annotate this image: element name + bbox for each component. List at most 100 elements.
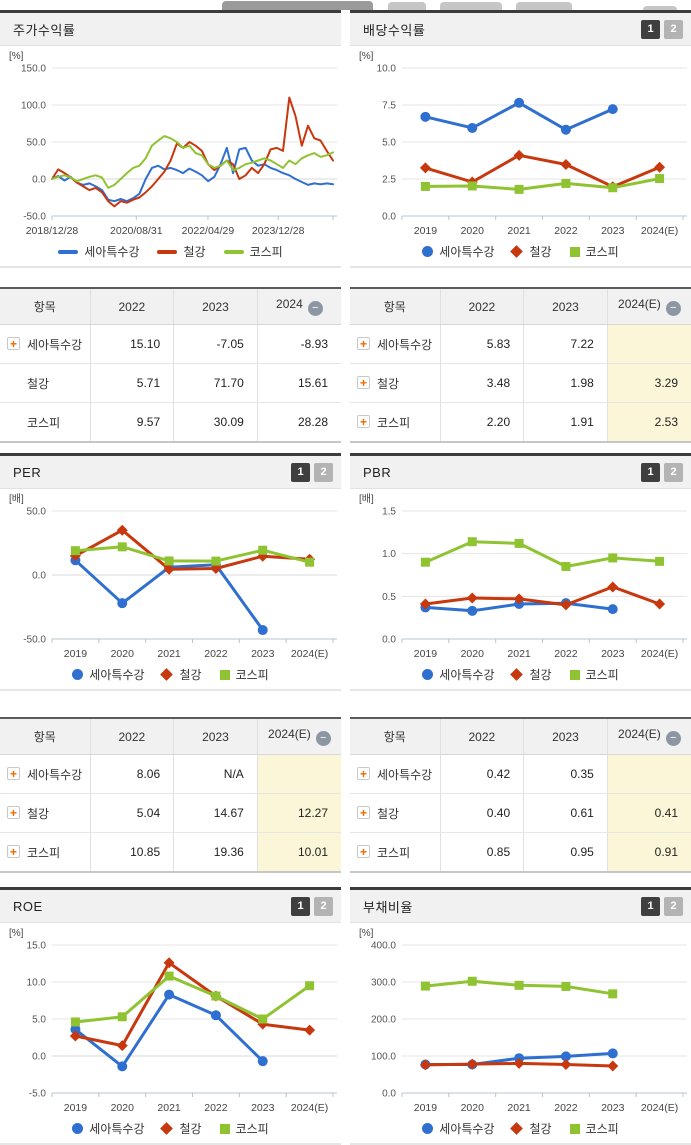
pager-page-1[interactable]: 1	[291, 462, 310, 482]
panel-debt-ratio: 부채비율 1 2 400.0 300.0 200.0 100.0 0.0 [%] 2019 2…	[350, 887, 691, 1145]
diamond-legend-marker-icon	[510, 668, 524, 681]
expand-row-icon[interactable]: +	[357, 376, 370, 389]
table-row: + 세아특수강 0.42 0.35	[350, 754, 691, 794]
row-label-cell: + 철강	[350, 793, 440, 833]
panel-title: 주가수익률	[13, 22, 76, 38]
row-label: 코스피	[377, 845, 411, 860]
svg-text:[%]: [%]	[9, 928, 24, 939]
row-label-cell: + 철강	[0, 793, 90, 833]
svg-text:100.0: 100.0	[371, 1052, 396, 1063]
dividend-yield-table: 항목 2022 2023 2024(E) − + 세아특수강 5.83 7.22 +…	[350, 287, 691, 443]
circle-legend-marker-icon	[72, 669, 84, 680]
svg-text:2019: 2019	[64, 1102, 88, 1114]
svg-text:2.5: 2.5	[382, 175, 396, 186]
legend-item: 코스피	[569, 1120, 619, 1137]
collapse-column-icon[interactable]: −	[665, 731, 681, 746]
panel-header: PBR 1 2	[350, 453, 691, 489]
expand-row-icon[interactable]: +	[357, 845, 370, 858]
table-row: + 철강 3.48 1.98 3.29	[350, 363, 691, 403]
expand-row-icon[interactable]: +	[357, 415, 370, 428]
expand-row-icon[interactable]: +	[7, 337, 20, 350]
svg-text:[%]: [%]	[359, 51, 374, 62]
pager-page-1[interactable]: 1	[641, 462, 660, 482]
panel-title: PBR	[363, 464, 392, 480]
debt-ratio-chart: 400.0 300.0 200.0 100.0 0.0 [%] 2019 2020 2021 20…	[359, 928, 687, 1114]
legend-item: 코스피	[569, 243, 619, 260]
value-cell: 5.04	[89, 793, 174, 833]
svg-text:0.0: 0.0	[382, 212, 396, 223]
col-header: 항목	[0, 288, 90, 325]
expand-row-icon[interactable]: +	[7, 767, 20, 780]
col-header-label: 2024	[276, 297, 303, 311]
table-row: + 철강 0.40 0.61 0.41	[350, 793, 691, 833]
svg-text:7.5: 7.5	[382, 101, 396, 112]
legend-label: 세아특수강	[439, 1122, 495, 1136]
collapse-column-icon[interactable]: −	[665, 301, 681, 316]
svg-text:50.0: 50.0	[27, 138, 47, 149]
value-cell: 10.85	[89, 832, 174, 872]
pager-page-1[interactable]: 1	[291, 896, 310, 916]
svg-text:2020/08/31: 2020/08/31	[110, 225, 163, 237]
svg-text:2020: 2020	[111, 648, 135, 660]
pager-page-2[interactable]: 2	[664, 19, 683, 39]
expand-row-icon[interactable]: +	[357, 806, 370, 819]
legend-label: 세아특수강	[89, 1122, 145, 1136]
panel-title: ROE	[13, 898, 43, 914]
tab-stub[interactable]	[388, 2, 426, 10]
panel-roe: ROE 1 2 15.0 10.0 5.0 0.0 -5.0 [%] 2019 2020 202…	[0, 887, 341, 1145]
col-header: 2023	[523, 718, 608, 755]
pager-page-2[interactable]: 2	[664, 896, 683, 916]
col-header-label: 2024(E)	[618, 297, 661, 311]
table-row: + 코스피 0.85 0.95 0.91	[350, 832, 691, 872]
tab-stub[interactable]	[440, 2, 502, 10]
value-cell	[256, 754, 341, 794]
legend-label: 코스피	[585, 668, 619, 682]
svg-text:0.0: 0.0	[32, 1052, 46, 1063]
pager-page-1[interactable]: 1	[641, 19, 660, 39]
svg-text:100.0: 100.0	[21, 101, 46, 112]
table-row: 코스피 9.57 30.09 28.28	[0, 402, 341, 442]
pager-page-2[interactable]: 2	[664, 462, 683, 482]
square-legend-marker-icon	[219, 1123, 230, 1134]
pager-page-1[interactable]: 1	[641, 896, 660, 916]
collapse-column-icon[interactable]: −	[307, 301, 323, 316]
legend-item: 철강	[510, 666, 552, 683]
col-header-label: 2024(E)	[618, 727, 661, 741]
legend-label: 코스피	[235, 1122, 269, 1136]
expand-row-icon[interactable]: +	[357, 767, 370, 780]
svg-text:2018/12/28: 2018/12/28	[26, 225, 79, 237]
panel-per: PER 1 2 50.0 0.0 -50.0 [배] 2019 2020 2021 2022 2…	[0, 453, 341, 691]
svg-text:[%]: [%]	[9, 51, 24, 62]
legend-label: 코스피	[585, 1122, 619, 1136]
row-label-cell: + 코스피	[350, 402, 440, 442]
value-cell: 1.91	[523, 402, 608, 442]
svg-text:2020: 2020	[111, 1102, 135, 1114]
row-label: 철강	[377, 806, 400, 821]
price-return-chart: 150.0 100.0 50.0 0.0 -50.0 [%] 2018/12/28 2020/…	[9, 51, 337, 237]
tab-stub[interactable]	[516, 2, 572, 10]
legend-label: 철강	[529, 668, 552, 682]
pager-page-2[interactable]: 2	[314, 896, 333, 916]
panel-price-return: 주가수익률 150.0 100.0 50.0 0.0 -50.0 [%] 2018/12/2…	[0, 10, 341, 268]
per-chart: 50.0 0.0 -50.0 [배] 2019 2020 2021 2022 2023 2024(…	[9, 493, 337, 660]
value-cell: 0.40	[439, 793, 524, 833]
value-cell: 2.20	[439, 402, 524, 442]
legend-label: 철강	[529, 1122, 552, 1136]
legend-label: 코스피	[585, 245, 619, 259]
pager-page-2[interactable]: 2	[314, 462, 333, 482]
legend-label: 세아특수강	[439, 245, 495, 259]
expand-row-icon[interactable]: +	[7, 845, 20, 858]
svg-text:2019: 2019	[414, 225, 438, 237]
expand-row-icon[interactable]: +	[357, 337, 370, 350]
svg-text:-5.0: -5.0	[29, 1089, 47, 1100]
row-label-cell: + 세아특수강	[0, 324, 90, 364]
panel-header: 주가수익률	[0, 10, 341, 46]
svg-text:2020: 2020	[461, 648, 485, 660]
expand-row-icon[interactable]: +	[7, 806, 20, 819]
tab-stub[interactable]	[222, 1, 373, 10]
cut-off-text-fragment	[643, 6, 677, 10]
row-label: 코스피	[27, 845, 61, 860]
row-label-cell: + 세아특수강	[350, 324, 440, 364]
collapse-column-icon[interactable]: −	[315, 731, 331, 746]
svg-text:2022: 2022	[554, 1102, 578, 1114]
